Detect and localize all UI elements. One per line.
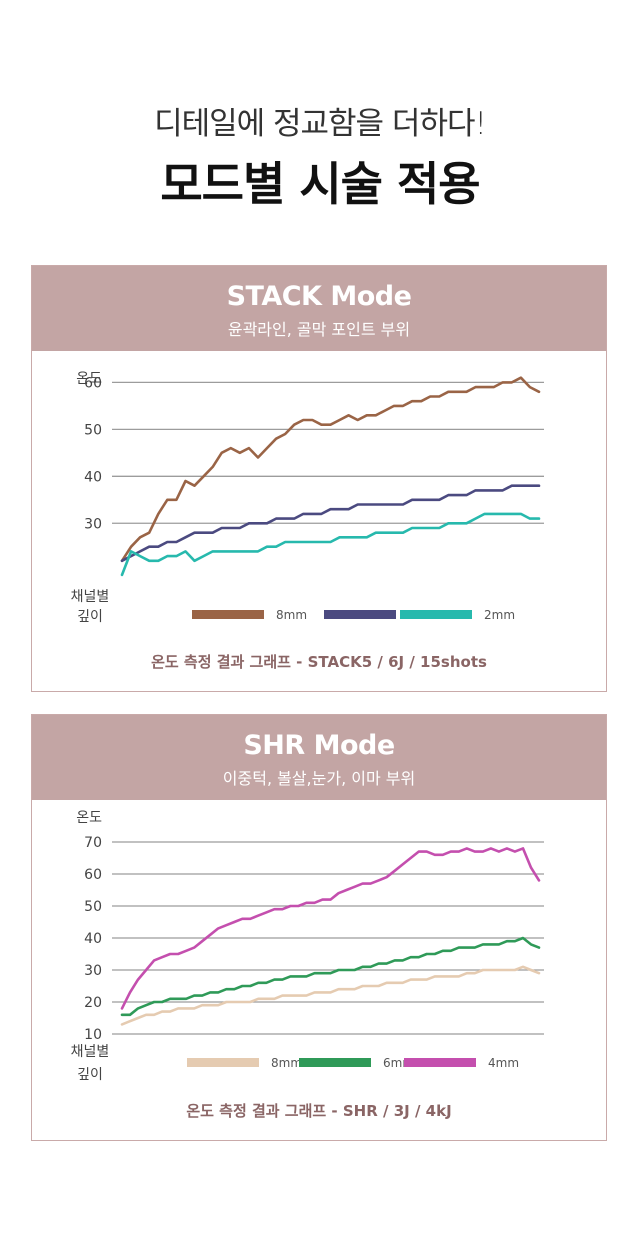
series-line-2mm xyxy=(120,512,541,577)
y-tick-label: 30 xyxy=(84,516,102,532)
y-tick-label: 40 xyxy=(84,469,102,485)
shr-mode-subtitle: 이중턱, 볼살,눈가, 이마 부위 xyxy=(222,769,416,788)
series-line-8mm xyxy=(120,965,541,1026)
y-tick-label: 40 xyxy=(84,931,102,947)
series-line-6mm xyxy=(120,936,541,1017)
y-tick-label: 20 xyxy=(84,995,102,1011)
x-axis-label: 깊이 xyxy=(77,609,103,625)
y-tick-label: 60 xyxy=(84,867,102,883)
shr-mode-card: SHR Mode 이중턱, 볼살,눈가, 이마 부위 10 20 30 40 50 60 7… xyxy=(31,714,607,1141)
legend-label: 8mm xyxy=(276,608,307,622)
stack-mode-chart: 30405060온도채널별깊이8mm4mm2mm온도 측정 결과 그래프 - S… xyxy=(71,371,544,671)
y-tick-label: 70 xyxy=(84,835,102,851)
series-line-8mm xyxy=(120,376,541,563)
legend-swatch-6mm xyxy=(299,1058,371,1067)
legend-swatch-8mm xyxy=(187,1058,259,1067)
y-tick-label: 50 xyxy=(84,899,102,915)
y-tick-label: 50 xyxy=(84,422,102,438)
legend-label: 4mm xyxy=(488,1056,519,1070)
y-axis-label: 온도 xyxy=(76,371,102,387)
legend-swatch-2mm xyxy=(400,610,472,619)
legend-swatch-4mm xyxy=(324,610,396,619)
series-line-4mm xyxy=(120,484,541,563)
page-title: 모드별 시술 적용 xyxy=(160,157,480,211)
y-tick-label: 30 xyxy=(84,963,102,979)
stack-mode-title: STACK Mode xyxy=(226,281,412,312)
y-tick-label: 10 xyxy=(84,1027,102,1043)
x-axis-label: 깊이 xyxy=(77,1067,103,1083)
y-tick-label: 60 xyxy=(84,375,102,391)
shr-mode-header: SHR Mode 이중턱, 볼살,눈가, 이마 부위 xyxy=(32,715,606,800)
legend-swatch-8mm xyxy=(192,610,264,619)
legend-label: 8mm xyxy=(271,1056,302,1070)
stack-mode-header: STACK Mode 윤곽라인, 골막 포인트 부위 xyxy=(32,266,606,351)
x-axis-label: 채널별 xyxy=(71,589,110,605)
chart-caption: 온도 측정 결과 그래프 - STACK5 / 6J / 15shots xyxy=(151,653,487,671)
y-axis-label: 온도 xyxy=(76,810,102,826)
shr-mode-title: SHR Mode xyxy=(243,730,395,761)
stack-mode-subtitle: 윤곽라인, 골막 포인트 부위 xyxy=(227,320,411,339)
legend-label: 2mm xyxy=(484,608,515,622)
legend-swatch-4mm xyxy=(404,1058,476,1067)
chart-caption: 온도 측정 결과 그래프 - SHR / 3J / 4kJ xyxy=(186,1102,451,1120)
series-line-4mm xyxy=(120,847,541,1010)
x-axis-label: 채널별 xyxy=(71,1044,110,1060)
page-subtitle: 디테일에 정교함을 더하다! xyxy=(154,106,487,142)
